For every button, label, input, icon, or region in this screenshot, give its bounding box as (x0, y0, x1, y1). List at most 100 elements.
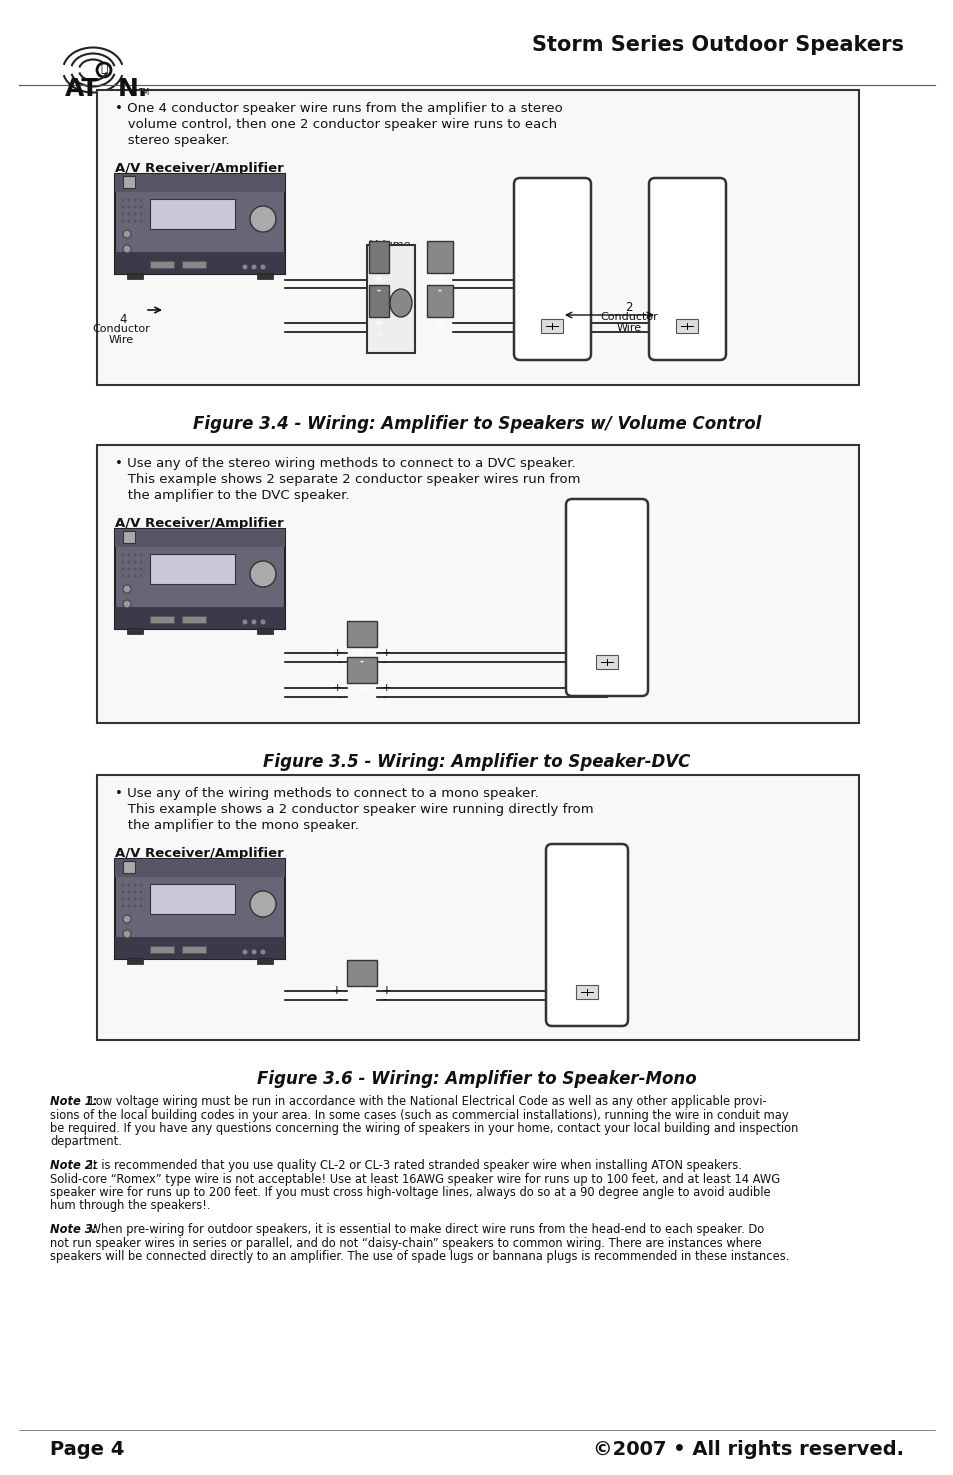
Ellipse shape (260, 950, 265, 954)
Ellipse shape (133, 891, 136, 894)
Ellipse shape (242, 950, 247, 954)
Bar (123, 176, 135, 187)
Bar (127, 273, 143, 279)
Bar (427, 285, 453, 317)
Text: -: - (376, 286, 380, 296)
Ellipse shape (128, 897, 131, 901)
Text: not run speaker wires in series or parallel, and do not “daisy-chain” speakers t: not run speaker wires in series or paral… (50, 1236, 760, 1249)
Bar (97, 90, 858, 385)
Text: A/V Receiver/Amplifier: A/V Receiver/Amplifier (115, 162, 283, 176)
Text: A/V Receiver/Amplifier: A/V Receiver/Amplifier (115, 847, 283, 860)
Ellipse shape (128, 560, 131, 563)
Ellipse shape (139, 574, 142, 578)
Text: -: - (376, 330, 380, 341)
Ellipse shape (133, 560, 136, 563)
Text: the amplifier to the mono speaker.: the amplifier to the mono speaker. (115, 819, 358, 832)
Text: Solid-core “Romex” type wire is not acceptable! Use at least 16AWG speaker wire : Solid-core “Romex” type wire is not acce… (50, 1173, 780, 1186)
Text: +: + (357, 684, 366, 695)
Ellipse shape (123, 914, 131, 923)
Bar (347, 621, 376, 648)
Text: Page 4: Page 4 (50, 1440, 124, 1459)
Ellipse shape (123, 931, 131, 938)
Text: 2: 2 (624, 301, 632, 314)
Text: -: - (381, 994, 386, 1006)
Bar (427, 240, 453, 273)
Bar (115, 530, 285, 547)
Ellipse shape (121, 560, 125, 563)
Text: Figure 3.6 - Wiring: Amplifier to Speaker-Mono: Figure 3.6 - Wiring: Amplifier to Speake… (257, 1069, 696, 1089)
Text: Low voltage wiring must be run in accordance with the National Electrical Code a: Low voltage wiring must be run in accord… (87, 1094, 766, 1108)
Text: • Use any of the wiring methods to connect to a mono speaker.: • Use any of the wiring methods to conne… (115, 788, 538, 799)
Ellipse shape (252, 950, 256, 954)
Ellipse shape (121, 574, 125, 578)
Ellipse shape (121, 884, 125, 886)
Ellipse shape (139, 897, 142, 901)
Ellipse shape (128, 220, 131, 223)
Text: +: + (357, 648, 366, 658)
Bar (347, 656, 376, 683)
Ellipse shape (123, 245, 131, 254)
Text: +: + (333, 683, 341, 693)
Text: department.: department. (50, 1136, 122, 1149)
Ellipse shape (260, 620, 265, 624)
Bar (115, 937, 285, 959)
Text: +: + (357, 985, 366, 996)
Text: Storm Series Outdoor Speakers: Storm Series Outdoor Speakers (532, 35, 903, 55)
Text: Wire: Wire (616, 323, 640, 333)
Ellipse shape (121, 897, 125, 901)
Bar (150, 617, 173, 622)
Text: hum through the speakers!.: hum through the speakers!. (50, 1199, 211, 1212)
Text: -: - (337, 656, 341, 667)
Ellipse shape (242, 620, 247, 624)
Ellipse shape (250, 560, 275, 587)
Text: speaker wire for runs up to 200 feet. If you must cross high-voltage lines, alwa: speaker wire for runs up to 200 feet. If… (50, 1186, 770, 1199)
Text: the amplifier to the DVC speaker.: the amplifier to the DVC speaker. (115, 490, 349, 502)
Text: -: - (337, 994, 341, 1006)
FancyBboxPatch shape (545, 844, 627, 1027)
Ellipse shape (128, 205, 131, 208)
Text: volume control, then one 2 conductor speaker wire runs to each: volume control, then one 2 conductor spe… (115, 118, 557, 131)
Bar (127, 957, 143, 965)
Ellipse shape (133, 568, 136, 571)
Text: speakers will be connected directly to an amplifier. The use of spade lugs or ba: speakers will be connected directly to a… (50, 1249, 788, 1263)
Text: +: + (436, 319, 443, 327)
Text: Figure 3.4 - Wiring: Amplifier to Speakers w/ Volume Control: Figure 3.4 - Wiring: Amplifier to Speake… (193, 414, 760, 434)
Ellipse shape (121, 568, 125, 571)
Bar (150, 945, 173, 953)
Bar (115, 608, 285, 628)
Ellipse shape (97, 63, 111, 77)
Ellipse shape (128, 212, 131, 215)
Ellipse shape (133, 574, 136, 578)
Ellipse shape (252, 620, 256, 624)
FancyBboxPatch shape (565, 499, 647, 696)
Ellipse shape (139, 220, 142, 223)
Text: ©2007 • All rights reserved.: ©2007 • All rights reserved. (593, 1440, 903, 1459)
Text: • Use any of the stereo wiring methods to connect to a DVC speaker.: • Use any of the stereo wiring methods t… (115, 457, 575, 471)
Text: Conductor: Conductor (599, 313, 658, 322)
Text: AT: AT (65, 77, 99, 100)
Ellipse shape (121, 904, 125, 907)
Text: Note 3:: Note 3: (50, 1223, 97, 1236)
Text: Note 1:: Note 1: (50, 1094, 97, 1108)
Bar (596, 655, 618, 670)
Text: Note 2:: Note 2: (50, 1159, 97, 1173)
Ellipse shape (128, 904, 131, 907)
Bar (123, 861, 135, 873)
Bar (256, 628, 273, 634)
Bar (182, 261, 206, 268)
Bar (369, 240, 389, 273)
Text: +: + (381, 984, 392, 997)
Text: A/V Receiver/Amplifier: A/V Receiver/Amplifier (115, 518, 283, 530)
Text: ⏻: ⏻ (100, 62, 108, 75)
Ellipse shape (133, 205, 136, 208)
Ellipse shape (139, 553, 142, 556)
Text: +: + (332, 984, 341, 997)
Ellipse shape (133, 553, 136, 556)
Ellipse shape (128, 553, 131, 556)
Bar (150, 199, 234, 229)
Bar (150, 261, 173, 268)
Ellipse shape (260, 264, 265, 270)
Bar (97, 445, 858, 723)
Text: -: - (381, 656, 386, 667)
Ellipse shape (121, 220, 125, 223)
